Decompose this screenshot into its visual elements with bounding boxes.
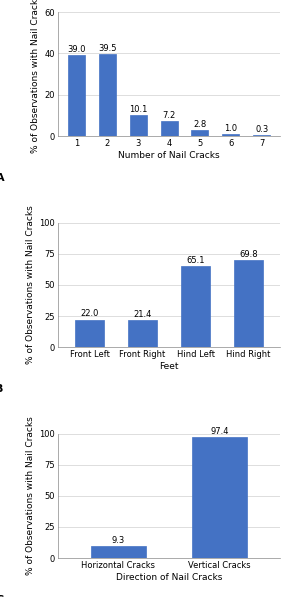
Bar [222,134,239,136]
Bar [75,320,104,347]
X-axis label: Direction of Nail Cracks: Direction of Nail Cracks [116,572,222,581]
Text: B: B [0,384,4,394]
X-axis label: Number of Nail Cracks: Number of Nail Cracks [118,151,220,160]
Y-axis label: % of Observations with Nail Cracks: % of Observations with Nail Cracks [26,416,35,575]
Text: 2.8: 2.8 [193,120,207,129]
Bar [130,115,147,136]
Text: 7.2: 7.2 [162,111,176,120]
Y-axis label: % of Observations with Nail Cracks: % of Observations with Nail Cracks [31,0,40,154]
Text: 0.3: 0.3 [255,125,268,134]
Bar [99,55,116,136]
Text: 9.3: 9.3 [112,536,125,545]
Bar [161,121,177,136]
Bar [91,547,146,558]
Text: 39.0: 39.0 [67,45,86,54]
Bar [128,320,157,347]
Bar [68,55,85,136]
Text: 39.5: 39.5 [98,44,116,53]
Text: 22.0: 22.0 [80,309,99,318]
Text: 97.4: 97.4 [210,427,229,436]
X-axis label: Feet: Feet [159,362,179,371]
Text: 69.8: 69.8 [239,250,258,259]
Bar [234,260,263,347]
Text: 21.4: 21.4 [134,310,152,319]
Bar [192,130,208,136]
Text: C: C [0,595,4,600]
Text: 10.1: 10.1 [129,105,147,114]
Bar [192,437,247,558]
Text: A: A [0,173,4,184]
Text: 1.0: 1.0 [224,124,238,133]
Y-axis label: % of Observations with Nail Cracks: % of Observations with Nail Cracks [26,206,35,364]
Bar [181,266,210,347]
Text: 65.1: 65.1 [186,256,205,265]
